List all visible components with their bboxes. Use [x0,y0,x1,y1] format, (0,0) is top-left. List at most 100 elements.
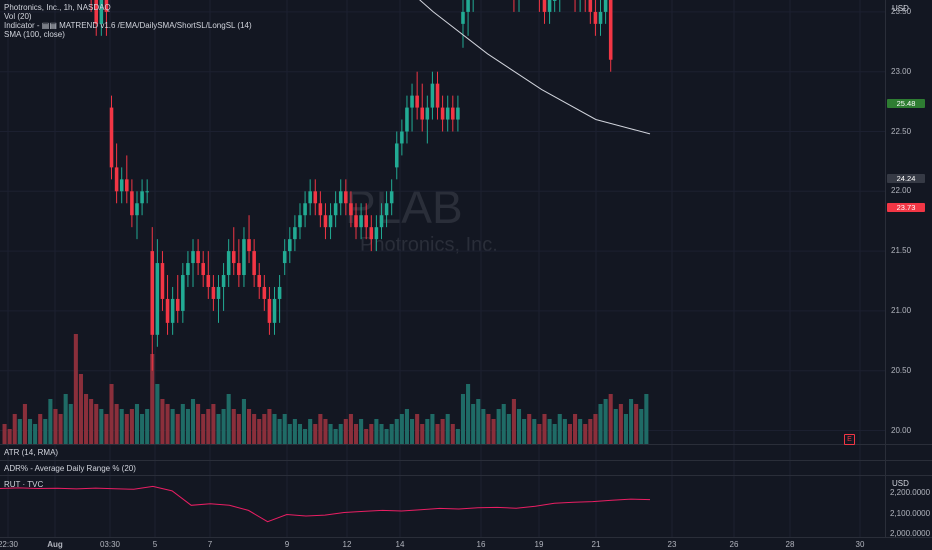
candle-body [394,143,399,168]
volume-bar [38,414,43,444]
candle-body [221,275,226,287]
sma-legend[interactable]: SMA (100, close) [4,30,65,39]
indicator-legend[interactable]: Indicator - ▤▤ MATREND v1.6 /EMA/DailySM… [4,21,252,30]
rut-tick-label: 2,100.0000 [890,509,931,518]
volume-bar [165,404,170,444]
volume-bar [379,424,384,444]
volume-bar [583,424,588,444]
volume-bar [445,414,450,444]
volume-bar [313,424,318,444]
volume-bar [84,394,89,444]
candle-body [598,11,603,24]
price-tick-label: 23.00 [891,66,912,76]
candle-body [318,203,323,216]
volume-bar [297,424,303,444]
volume-bar [155,384,160,444]
symbol-legend[interactable]: Photronics, Inc., 1h, NASDAQ [4,3,111,12]
volume-bar [119,409,124,444]
volume-bar [252,414,257,444]
candle-body [175,298,180,311]
volume-bar [241,399,246,444]
volume-bar [496,409,501,444]
vol-legend[interactable]: Vol (20) [4,12,32,21]
volume-bar [532,419,537,444]
candle-body [384,203,389,216]
price-axis[interactable] [885,0,932,537]
pane-separator-atr[interactable] [0,444,932,445]
volume-bar [552,424,557,444]
volume-bar [104,414,109,444]
candle-body [405,107,409,132]
time-tick-label: 7 [207,540,213,549]
volume-bar [323,419,328,444]
earnings-badge[interactable]: E [844,434,855,445]
candle-body [410,95,414,108]
atr-legend[interactable]: ATR (14, RMA) [4,448,59,457]
candle-body [542,0,547,12]
rut-legend[interactable]: RUT · TVC [4,480,44,489]
volume-bar [2,424,7,444]
candle-body [170,298,175,323]
candle-body [226,251,231,276]
volume-bar [190,399,196,444]
volume-bar [404,409,409,444]
candle-body [328,215,333,228]
volume-bars [2,334,649,444]
volume-bar [140,414,145,444]
time-tick-label: 21 [591,540,601,549]
volume-bar [527,414,532,444]
volume-bar [486,414,491,444]
pane-separator-adr[interactable] [0,460,932,461]
volume-bar [501,404,506,444]
volume-bar [170,409,175,444]
candle-body [252,251,256,276]
volume-bar [450,424,455,444]
candle-body [354,215,358,228]
volume-bar [206,409,211,444]
volume-bar [578,419,583,444]
candle-body [191,251,195,264]
candle-body [119,179,124,192]
volume-bar [201,414,206,444]
volume-bar [420,424,425,444]
volume-bar [73,334,78,444]
pane-separator-rut[interactable] [0,475,932,476]
time-axis-separator [0,537,932,538]
candle-body [364,215,368,228]
volume-bar [22,404,27,444]
volume-bar [33,424,38,444]
candle-body [94,0,99,24]
volume-bar [257,419,262,444]
price-axis-currency[interactable]: USD [892,4,909,13]
volume-bar [160,399,165,444]
candle-body [440,107,445,120]
candle-body [430,83,435,108]
price-tick-label: 21.00 [891,305,912,315]
candle-body [466,0,470,12]
candle-body [196,251,200,264]
volume-bar [114,404,119,444]
volume-bar [410,419,415,444]
volume-bar [48,399,53,444]
volume-bar [58,414,63,444]
adr-legend[interactable]: ADR% - Average Daily Range % (20) [4,464,136,473]
candle-body [160,263,165,299]
time-tick-label: 22:30 [0,540,19,549]
candle-body [451,107,455,120]
volume-bar [471,404,476,444]
volume-bar [359,419,364,444]
volume-bar [430,414,435,444]
volume-bar [94,404,99,444]
volume-bar [145,409,150,444]
candle-body [303,203,307,216]
candle-body [603,0,608,12]
volume-bar [562,419,567,444]
volume-bar [399,414,404,444]
volume-bar [267,409,272,444]
price-tick-label: 23.50 [891,6,912,16]
rut-axis-currency[interactable]: USD [892,479,909,488]
volume-bar [364,429,369,444]
volume-bar [338,424,343,444]
candle-body [374,227,379,240]
